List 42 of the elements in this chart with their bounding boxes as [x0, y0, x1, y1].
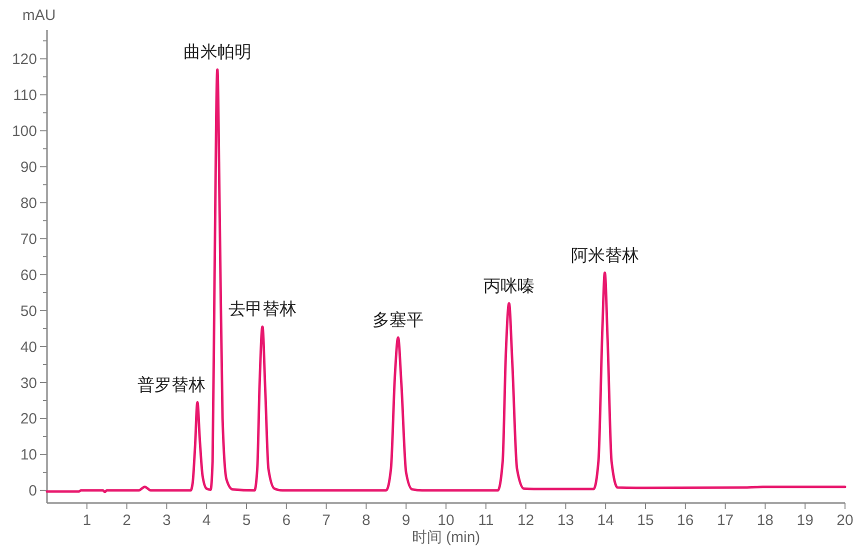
- x-tick-label: 15: [637, 512, 654, 529]
- y-axis-title: mAU: [22, 7, 56, 24]
- x-tick-label: 18: [756, 512, 774, 529]
- y-tick-label: 0: [28, 482, 37, 500]
- x-tick-label: 4: [202, 512, 211, 529]
- x-tick-label: 9: [402, 512, 410, 529]
- x-tick-label: 11: [478, 512, 494, 529]
- x-tick-label: 10: [438, 512, 454, 529]
- annotation: 多塞平: [372, 310, 424, 330]
- x-tick-label: 3: [162, 512, 171, 529]
- y-tick-label: 90: [20, 158, 37, 176]
- y-tick-label: 10: [20, 446, 37, 464]
- y-tick-label: 120: [12, 51, 37, 68]
- y-tick-label: 50: [20, 302, 37, 320]
- y-tick-label: 110: [13, 86, 37, 104]
- x-tick-label: 17: [716, 512, 734, 529]
- annotation: 阿米替林: [570, 246, 639, 265]
- y-tick-label: 40: [20, 338, 37, 356]
- x-tick-label: 14: [597, 512, 614, 529]
- x-tick-label: 8: [362, 512, 370, 529]
- annotation: 曲米帕明: [183, 42, 252, 62]
- x-tick-label: 7: [322, 512, 330, 529]
- x-tick-label: 13: [557, 512, 574, 529]
- x-tick-label: 12: [517, 512, 534, 529]
- y-tick-label: 60: [20, 266, 37, 284]
- y-tick-label: 70: [20, 230, 37, 248]
- x-tick-label: 2: [122, 512, 131, 529]
- annotation: 普罗替林: [137, 375, 206, 394]
- annotation: 去甲替林: [228, 300, 296, 319]
- y-tick-label: 80: [20, 194, 37, 212]
- line-series: [46, 68, 846, 494]
- x-tick-label: 19: [796, 512, 814, 529]
- x-tick-label: 5: [242, 512, 251, 529]
- y-tick-label: 100: [12, 122, 37, 140]
- x-tick-label: 20: [836, 512, 854, 529]
- annotation: 丙咪嗪: [484, 276, 535, 296]
- x-tick-label: 16: [677, 512, 694, 529]
- x-tick-label: 6: [282, 512, 291, 529]
- y-tick-label: 30: [20, 374, 37, 392]
- x-tick-label: 1: [82, 512, 92, 529]
- x-axis-title: 时间 (min): [412, 529, 480, 546]
- y-tick-label: 20: [20, 410, 37, 428]
